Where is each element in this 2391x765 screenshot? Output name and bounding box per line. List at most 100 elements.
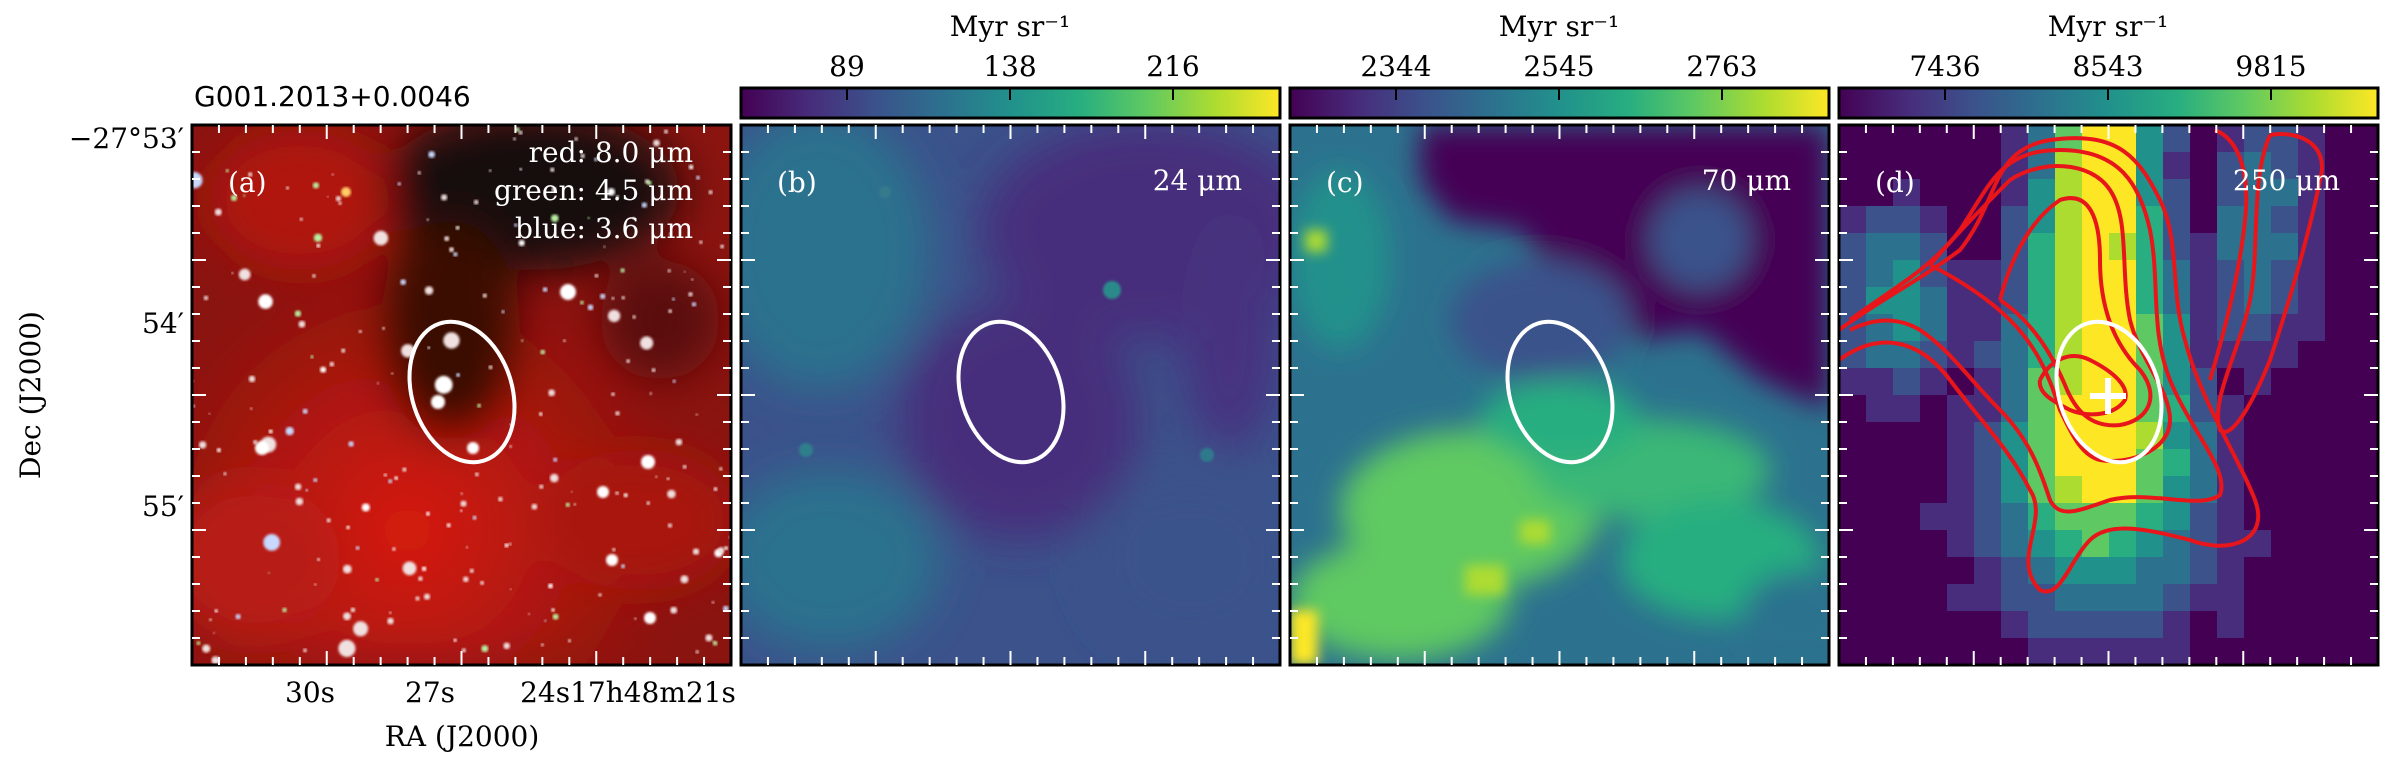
map-pixel bbox=[1947, 395, 1975, 423]
star bbox=[553, 457, 558, 462]
map-pixel bbox=[2298, 395, 2326, 423]
map-pixel bbox=[2109, 125, 2137, 153]
star bbox=[243, 194, 246, 197]
star bbox=[326, 195, 329, 198]
map-pixel bbox=[2190, 584, 2218, 612]
map-pixel bbox=[2352, 449, 2378, 477]
map-pixel bbox=[1947, 557, 1975, 585]
star bbox=[402, 467, 407, 472]
map-pixel bbox=[2325, 314, 2353, 342]
map-pixel bbox=[2082, 368, 2110, 396]
star bbox=[641, 202, 647, 208]
map-pixel bbox=[2082, 260, 2110, 288]
star bbox=[531, 503, 538, 510]
star bbox=[695, 650, 699, 654]
map-pixel bbox=[1947, 287, 1975, 315]
map-pixel bbox=[2271, 233, 2299, 261]
map-pixel bbox=[2298, 638, 2326, 665]
map-pixel bbox=[2109, 638, 2137, 665]
map-pixel bbox=[2082, 233, 2110, 261]
map-pixel bbox=[2028, 233, 2056, 261]
contour-level bbox=[1839, 136, 2261, 594]
map-pixel bbox=[2325, 287, 2353, 315]
map-pixel bbox=[2190, 179, 2218, 207]
star bbox=[459, 509, 463, 513]
map-pixel bbox=[1866, 152, 1894, 180]
star bbox=[607, 188, 615, 196]
dec-tick-label: −27°53′ bbox=[69, 122, 184, 155]
star bbox=[688, 292, 693, 297]
star bbox=[388, 479, 393, 484]
map-pixel bbox=[2244, 260, 2272, 288]
map-pixel bbox=[2271, 530, 2299, 558]
map-pixel bbox=[2028, 260, 2056, 288]
colorbar-b-tick: 138 bbox=[983, 50, 1036, 83]
star bbox=[713, 487, 718, 492]
map-pixel bbox=[1974, 584, 2002, 612]
star bbox=[552, 613, 559, 620]
panel-c-image bbox=[1290, 125, 1829, 665]
star bbox=[683, 270, 686, 273]
star bbox=[720, 244, 724, 249]
map-pixel bbox=[2298, 503, 2326, 531]
panel-d-image bbox=[1839, 125, 2378, 665]
map-pixel bbox=[1893, 449, 1921, 477]
map-pixel bbox=[2325, 368, 2353, 396]
map-pixel bbox=[1920, 476, 1948, 504]
colorbar-d-tick: 8543 bbox=[2072, 50, 2143, 83]
map-pixel bbox=[2055, 611, 2083, 639]
map-pixel bbox=[2271, 152, 2299, 180]
map-pixel bbox=[2271, 476, 2299, 504]
map-pixel bbox=[2298, 449, 2326, 477]
map-pixel bbox=[2271, 503, 2299, 531]
map-pixel bbox=[2028, 638, 2056, 665]
map-pixel bbox=[2244, 422, 2272, 450]
map-pixel bbox=[1920, 584, 1948, 612]
star bbox=[594, 273, 599, 278]
star bbox=[670, 606, 678, 614]
star bbox=[295, 497, 304, 506]
star bbox=[355, 546, 360, 550]
map-pixel bbox=[1947, 530, 1975, 558]
map-pixel bbox=[2352, 341, 2378, 369]
star bbox=[418, 576, 423, 581]
contour-level bbox=[2208, 128, 2249, 381]
map-pixel bbox=[2082, 611, 2110, 639]
star bbox=[387, 617, 394, 625]
star bbox=[615, 491, 619, 495]
map-pixel bbox=[1893, 422, 1921, 450]
star bbox=[508, 542, 512, 546]
star bbox=[542, 287, 548, 292]
star bbox=[482, 293, 487, 298]
map-pixel bbox=[2001, 206, 2029, 234]
star bbox=[453, 252, 458, 257]
compact-source bbox=[799, 443, 813, 457]
star bbox=[313, 478, 318, 483]
star bbox=[488, 169, 492, 172]
star bbox=[316, 557, 321, 562]
star bbox=[667, 489, 676, 499]
star bbox=[238, 268, 251, 281]
star bbox=[667, 269, 671, 273]
contour-level bbox=[1928, 164, 2172, 463]
contour-level bbox=[1848, 148, 2224, 514]
star bbox=[299, 217, 303, 221]
star bbox=[214, 208, 222, 216]
map-pixel bbox=[2325, 611, 2353, 639]
map-pixel bbox=[1893, 530, 1921, 558]
panel-a: (a) red: 8.0 μm green: 4.5 μm blue: 3.6 … bbox=[190, 123, 733, 667]
map-pixel bbox=[1893, 206, 1921, 234]
map-pixel bbox=[1920, 530, 1948, 558]
star bbox=[651, 368, 656, 373]
star bbox=[598, 593, 602, 597]
map-pixel bbox=[1893, 638, 1921, 665]
star bbox=[196, 641, 201, 645]
map-pixel bbox=[2271, 395, 2299, 423]
map-pixel bbox=[1947, 476, 1975, 504]
x-axis-label: RA (J2000) bbox=[385, 720, 540, 753]
star bbox=[285, 186, 290, 190]
star bbox=[305, 488, 309, 492]
map-pixel bbox=[1974, 530, 2002, 558]
star bbox=[587, 216, 590, 220]
map-pixel bbox=[1866, 557, 1894, 585]
